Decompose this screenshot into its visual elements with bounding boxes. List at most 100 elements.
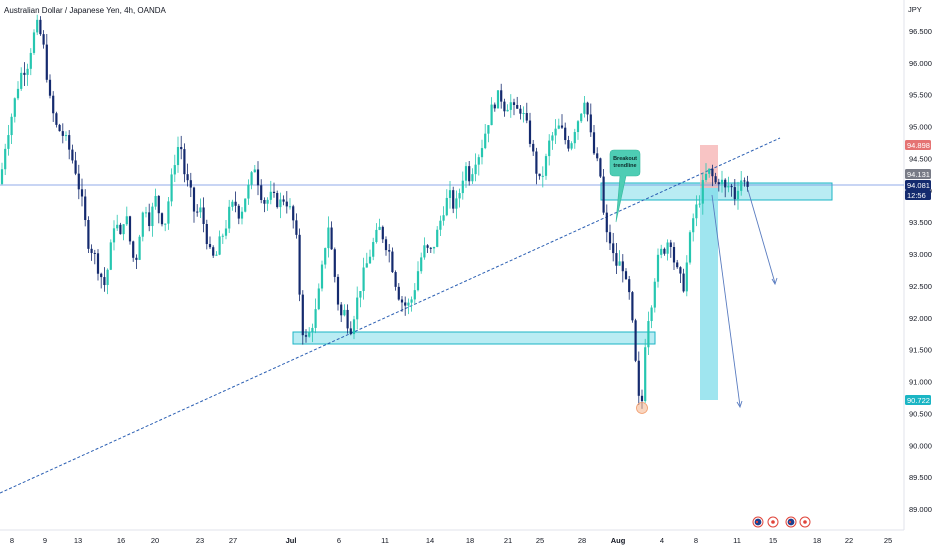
candle-body xyxy=(660,248,663,255)
candle-body xyxy=(506,109,509,112)
breakout-trendline[interactable] xyxy=(0,137,781,494)
candle-body xyxy=(525,113,528,121)
candle-body xyxy=(295,220,298,235)
candle-body xyxy=(132,241,135,258)
candle-body xyxy=(413,290,416,300)
price-tick-label: 89.500 xyxy=(909,473,932,482)
candle-body xyxy=(7,135,10,149)
candle-body xyxy=(138,236,141,260)
candle-body xyxy=(621,261,624,272)
time-tick-label: 4 xyxy=(660,536,664,545)
candlestick-series xyxy=(0,14,749,409)
candle-body xyxy=(477,157,480,165)
candle-body xyxy=(154,195,157,207)
candle-body xyxy=(733,187,736,200)
candle-body xyxy=(426,245,429,248)
currency-label: JPY xyxy=(908,5,922,14)
candle-body xyxy=(580,113,583,122)
candle-body xyxy=(634,320,637,361)
candle-body xyxy=(656,254,660,282)
price-axis[interactable]: 96.50096.00095.50095.00094.50094.00093.5… xyxy=(909,27,932,514)
candle-body xyxy=(666,242,669,254)
candle-body xyxy=(87,220,90,249)
price-tag-label: 12:56 xyxy=(907,191,926,200)
callout-text-line: Breakout xyxy=(613,156,637,162)
candle-body xyxy=(189,180,192,188)
time-axis[interactable]: 8 9 13 16 20 23 27 Jul 6 11 14 18 21 25 28 Aug 4 8 11 15 18 2… xyxy=(10,536,892,545)
candle-body xyxy=(36,19,39,33)
price-tick-label: 96.500 xyxy=(909,27,932,36)
time-tick-label: 16 xyxy=(117,536,125,545)
measured-move-bar[interactable] xyxy=(700,188,718,400)
candle-body xyxy=(359,291,362,298)
candle-body xyxy=(439,220,442,230)
candle-body xyxy=(180,147,183,150)
candle-body xyxy=(605,212,608,233)
candle-body xyxy=(708,168,711,174)
candle-body xyxy=(368,256,372,264)
candle-body xyxy=(528,120,532,144)
candle-body xyxy=(330,227,333,250)
candle-body xyxy=(724,179,727,188)
candle-body xyxy=(557,125,560,129)
candle-body xyxy=(160,213,164,225)
candle-body xyxy=(362,267,365,292)
candle-body xyxy=(484,133,487,149)
candle-body xyxy=(39,19,42,35)
candle-body xyxy=(682,273,685,292)
time-tick-label: Aug xyxy=(611,536,626,545)
candle-body xyxy=(503,101,506,112)
projection-arrow-line[interactable] xyxy=(747,189,776,284)
candle-body xyxy=(151,206,154,227)
flag-icon[interactable] xyxy=(785,516,797,528)
candle-body xyxy=(532,143,535,152)
candle-body xyxy=(442,215,445,221)
candle-body xyxy=(218,236,221,255)
candle-body xyxy=(96,253,100,274)
candle-body xyxy=(650,307,653,322)
event-icon[interactable] xyxy=(799,516,811,528)
candle-body xyxy=(170,174,173,202)
candle-body xyxy=(471,174,474,182)
candle-body xyxy=(125,216,128,225)
candle-body xyxy=(692,218,695,233)
event-icon[interactable] xyxy=(767,516,779,528)
candle-body xyxy=(500,90,503,102)
candle-body xyxy=(663,248,666,254)
economic-events[interactable] xyxy=(752,516,811,528)
flag-icon[interactable] xyxy=(752,516,764,528)
candle-body xyxy=(301,294,304,336)
low-point-marker[interactable] xyxy=(636,402,648,414)
candle-body xyxy=(560,125,564,128)
candle-body xyxy=(244,198,247,212)
price-tick-label: 94.500 xyxy=(909,154,932,163)
breakout-highlight-box[interactable] xyxy=(700,145,718,188)
candle-body xyxy=(269,191,272,200)
time-tick-label: 11 xyxy=(733,536,741,545)
time-tick-label: 14 xyxy=(426,536,434,545)
candle-body xyxy=(394,272,397,287)
candle-body xyxy=(183,149,186,175)
candle-body xyxy=(388,250,391,252)
candle-body xyxy=(448,190,452,198)
price-tick-label: 95.500 xyxy=(909,91,932,100)
projection-arrow-line[interactable] xyxy=(711,194,741,407)
candle-body xyxy=(61,131,64,136)
support-zone[interactable] xyxy=(292,331,656,345)
breakout-callout[interactable]: Breakout trendline xyxy=(609,149,641,223)
candle-body xyxy=(0,169,4,184)
candle-body xyxy=(468,166,471,182)
candle-body xyxy=(618,261,621,266)
price-tag xyxy=(905,395,931,405)
price-tag-label: 90.722 xyxy=(907,396,930,405)
candle-body xyxy=(596,153,599,159)
price-tag-label: 94.898 xyxy=(907,141,930,150)
time-tick-label: 18 xyxy=(466,536,474,545)
candle-body xyxy=(720,179,724,185)
candle-body xyxy=(397,286,400,300)
candle-body xyxy=(493,104,496,109)
chart-title: Australian Dollar / Japanese Yen, 4h, OA… xyxy=(4,6,167,15)
